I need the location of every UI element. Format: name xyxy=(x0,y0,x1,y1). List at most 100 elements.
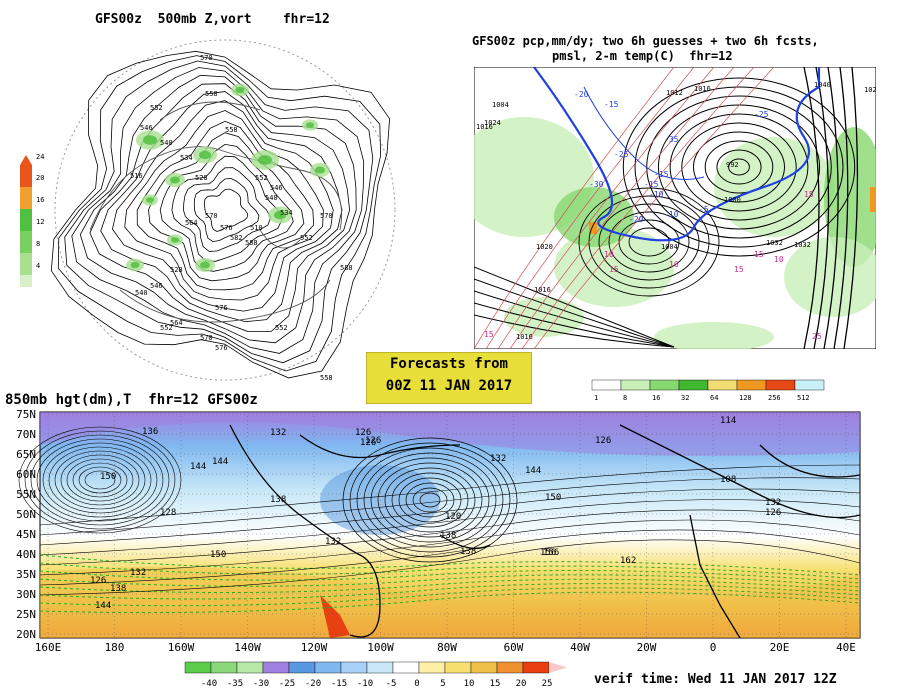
pcp-scale-swatch xyxy=(678,379,709,391)
height-label-850: 144 xyxy=(212,457,228,467)
isobar-low-2 xyxy=(608,211,690,273)
isotherm-red xyxy=(485,67,695,349)
vort-core xyxy=(143,135,157,145)
height-contour xyxy=(57,55,382,372)
contour-label: 540 xyxy=(265,194,278,202)
height-contour-850 xyxy=(39,539,861,596)
isobar-low xyxy=(669,113,809,221)
temp-scale-swatch xyxy=(236,661,264,674)
vort-scale-bar: 24 20 16 12 8 4 xyxy=(20,153,44,287)
contour-label: 588 xyxy=(340,264,353,272)
contour-label: 570 xyxy=(200,54,213,62)
temp-scale-label: 15 xyxy=(490,679,501,689)
temp-label-pink: 15 xyxy=(734,265,744,274)
vort-core xyxy=(235,86,245,94)
temp-scale-label: 5 xyxy=(440,679,445,689)
lat-label: 70N xyxy=(16,428,36,441)
vorticity-shading xyxy=(126,83,330,272)
height-contours-850 xyxy=(18,424,861,639)
height-label-850: 126 xyxy=(765,508,781,518)
contour-label: 528 xyxy=(195,174,208,182)
height-contour xyxy=(100,91,343,323)
isobar-low-2 xyxy=(598,203,700,281)
pressure-label: 1004 xyxy=(661,243,678,251)
height-label-850: 128 xyxy=(160,508,176,518)
height-contour-850 xyxy=(66,458,134,502)
temp-scale-label: -25 xyxy=(279,679,295,689)
temp-scale-swatch xyxy=(470,661,498,674)
precip-area xyxy=(654,322,774,349)
pcp-scale-label: 16 xyxy=(652,394,660,402)
vort-scale-label: 20 xyxy=(36,174,44,182)
warm-air-shading xyxy=(40,566,860,638)
contour-label: 546 xyxy=(150,282,163,290)
isobar-high xyxy=(843,67,859,349)
pcp-scale-swatch xyxy=(591,379,622,391)
height-contour-850 xyxy=(39,499,861,556)
height-label-850: 126 xyxy=(365,436,381,446)
verif-time: verif time: Wed 11 JAN 2017 12Z xyxy=(594,672,837,687)
cold-air-shading xyxy=(40,412,860,456)
isotherm-red xyxy=(521,67,755,349)
lon-labels: 160E 180 160W 140W 120W 100W 80W 60W 40W 20W 0 20E 4… xyxy=(35,641,856,654)
pcp-scale-label: 128 xyxy=(739,394,752,402)
forecast-line2: 00Z 11 JAN 2017 xyxy=(385,378,513,394)
height-label-850: 150 xyxy=(545,493,561,503)
height-contour xyxy=(50,50,391,379)
lon-label: 40E xyxy=(836,641,856,654)
height-label-850: 138 xyxy=(110,584,126,594)
isobars xyxy=(474,67,859,349)
lon-label: 160E xyxy=(35,641,62,654)
cold-isotherm xyxy=(583,86,705,180)
pressure-label: 1020 xyxy=(864,86,876,94)
pcp-scale-swatch xyxy=(649,379,680,391)
vort-core xyxy=(258,155,272,165)
height-label-850: 126 xyxy=(355,428,371,438)
contour-label: 576 xyxy=(215,344,228,352)
pressure-label: 1040 xyxy=(814,81,831,89)
vort-core xyxy=(171,237,179,243)
coastline-850 xyxy=(689,514,741,639)
height-label-850: 156 xyxy=(540,548,556,558)
forecast-line1: Forecasts from xyxy=(389,356,508,372)
isobar-low xyxy=(716,149,762,185)
lat-label: 25N xyxy=(16,608,36,621)
panel-500mb-title: GFS00z 500mb Z,vort fhr=12 xyxy=(95,12,330,27)
height-contour xyxy=(182,167,272,252)
panel-pcp-title-line1: GFS00z pcp,mm/dy; two 6h guesses + two 6… xyxy=(472,34,819,48)
height-contour-850 xyxy=(72,462,128,498)
height-contour-850 xyxy=(391,472,469,528)
coastline xyxy=(159,101,261,121)
pcp-scale-swatch xyxy=(620,379,651,391)
lon-label: 20E xyxy=(770,641,790,654)
lat-label: 20N xyxy=(16,628,36,641)
contour-label: 552 xyxy=(160,324,173,332)
temp-scale-label: 10 xyxy=(464,679,475,689)
height-label-850: 144 xyxy=(525,466,541,476)
height-label-850: 132 xyxy=(325,537,341,547)
contour-label: 552 xyxy=(150,104,163,112)
pressure-label: 1016 xyxy=(516,333,533,341)
temp-label-blue: -35 xyxy=(664,135,679,144)
isobar-high xyxy=(833,67,849,349)
lat-label: 45N xyxy=(16,528,36,541)
pcp-scale-label: 1 xyxy=(594,394,598,402)
height-label-850: 150 xyxy=(210,550,226,560)
pressure-label: 1024 xyxy=(484,119,501,127)
pressure-label: 1012 xyxy=(666,89,683,97)
temp-label-pink: 15 xyxy=(754,250,764,259)
contour-label: 528 xyxy=(170,266,183,274)
isobar-low xyxy=(634,86,844,248)
isotherm-850 xyxy=(39,570,861,584)
contour-label: 534 xyxy=(180,154,193,162)
height-contour-850 xyxy=(60,454,140,506)
pressure-label: 1016 xyxy=(694,85,711,93)
height-label-850: 126 xyxy=(90,576,106,586)
lat-label: 30N xyxy=(16,588,36,601)
height-contour-850 xyxy=(84,470,116,490)
isobar-high xyxy=(813,67,830,349)
contour-label: 576 xyxy=(215,304,228,312)
coastline-850 xyxy=(439,534,491,549)
forecast-origin-box: Forecasts from 00Z 11 JAN 2017 xyxy=(366,352,532,404)
